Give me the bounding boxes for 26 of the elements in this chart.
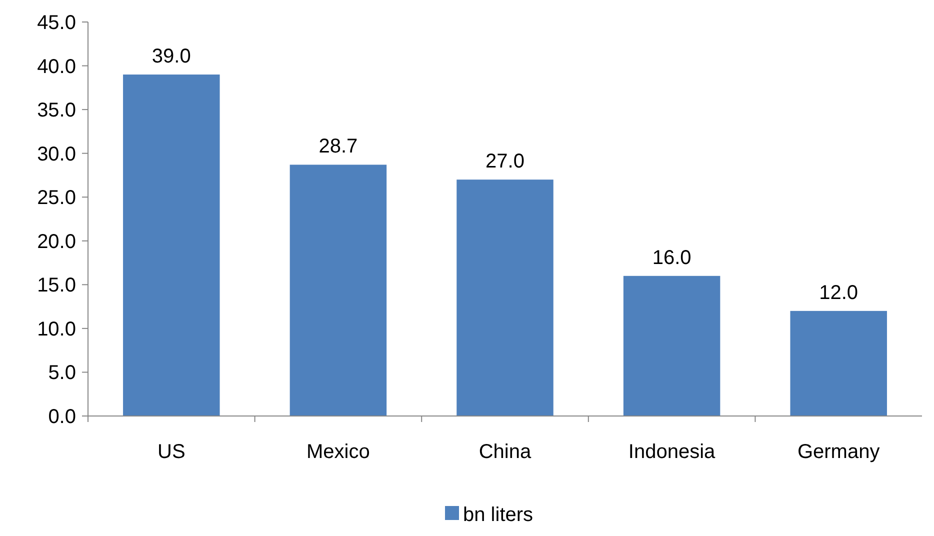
text: 27.0 [486,150,524,173]
x-tick-label: Indonesia [628,441,716,463]
y-tick-label: 0.0 [48,406,76,428]
y-tick-label: 10.0 [37,318,76,340]
y-tick-label: 45.0 [37,12,76,34]
bar [790,310,887,416]
bar [123,74,220,416]
bar [290,164,387,416]
x-tick-label: US [158,441,186,463]
x-tick-label: Mexico [306,441,370,463]
x-tick-label: Germany [797,441,880,463]
text: 12.0 [819,282,858,304]
y-tick-label: 20.0 [37,230,76,253]
y-tick-label: 40.0 [37,56,76,78]
y-tick-label: 15.0 [37,274,76,297]
y-tick-label: 30.0 [37,143,76,166]
y-tick-label: 5.0 [48,362,76,384]
bar [623,276,720,416]
x-tick-label: China [478,441,532,463]
text: 28.7 [318,136,358,158]
text: 39.0 [152,46,191,68]
y-tick-label: 25.0 [37,187,76,210]
text: 16.0 [652,246,692,269]
y-tick-label: 35.0 [37,100,76,122]
bar [456,180,554,416]
legend-label: bn liters [463,504,534,526]
